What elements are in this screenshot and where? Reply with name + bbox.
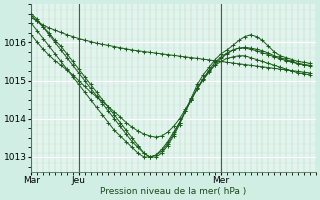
X-axis label: Pression niveau de la mer( hPa ): Pression niveau de la mer( hPa ) <box>100 187 247 196</box>
